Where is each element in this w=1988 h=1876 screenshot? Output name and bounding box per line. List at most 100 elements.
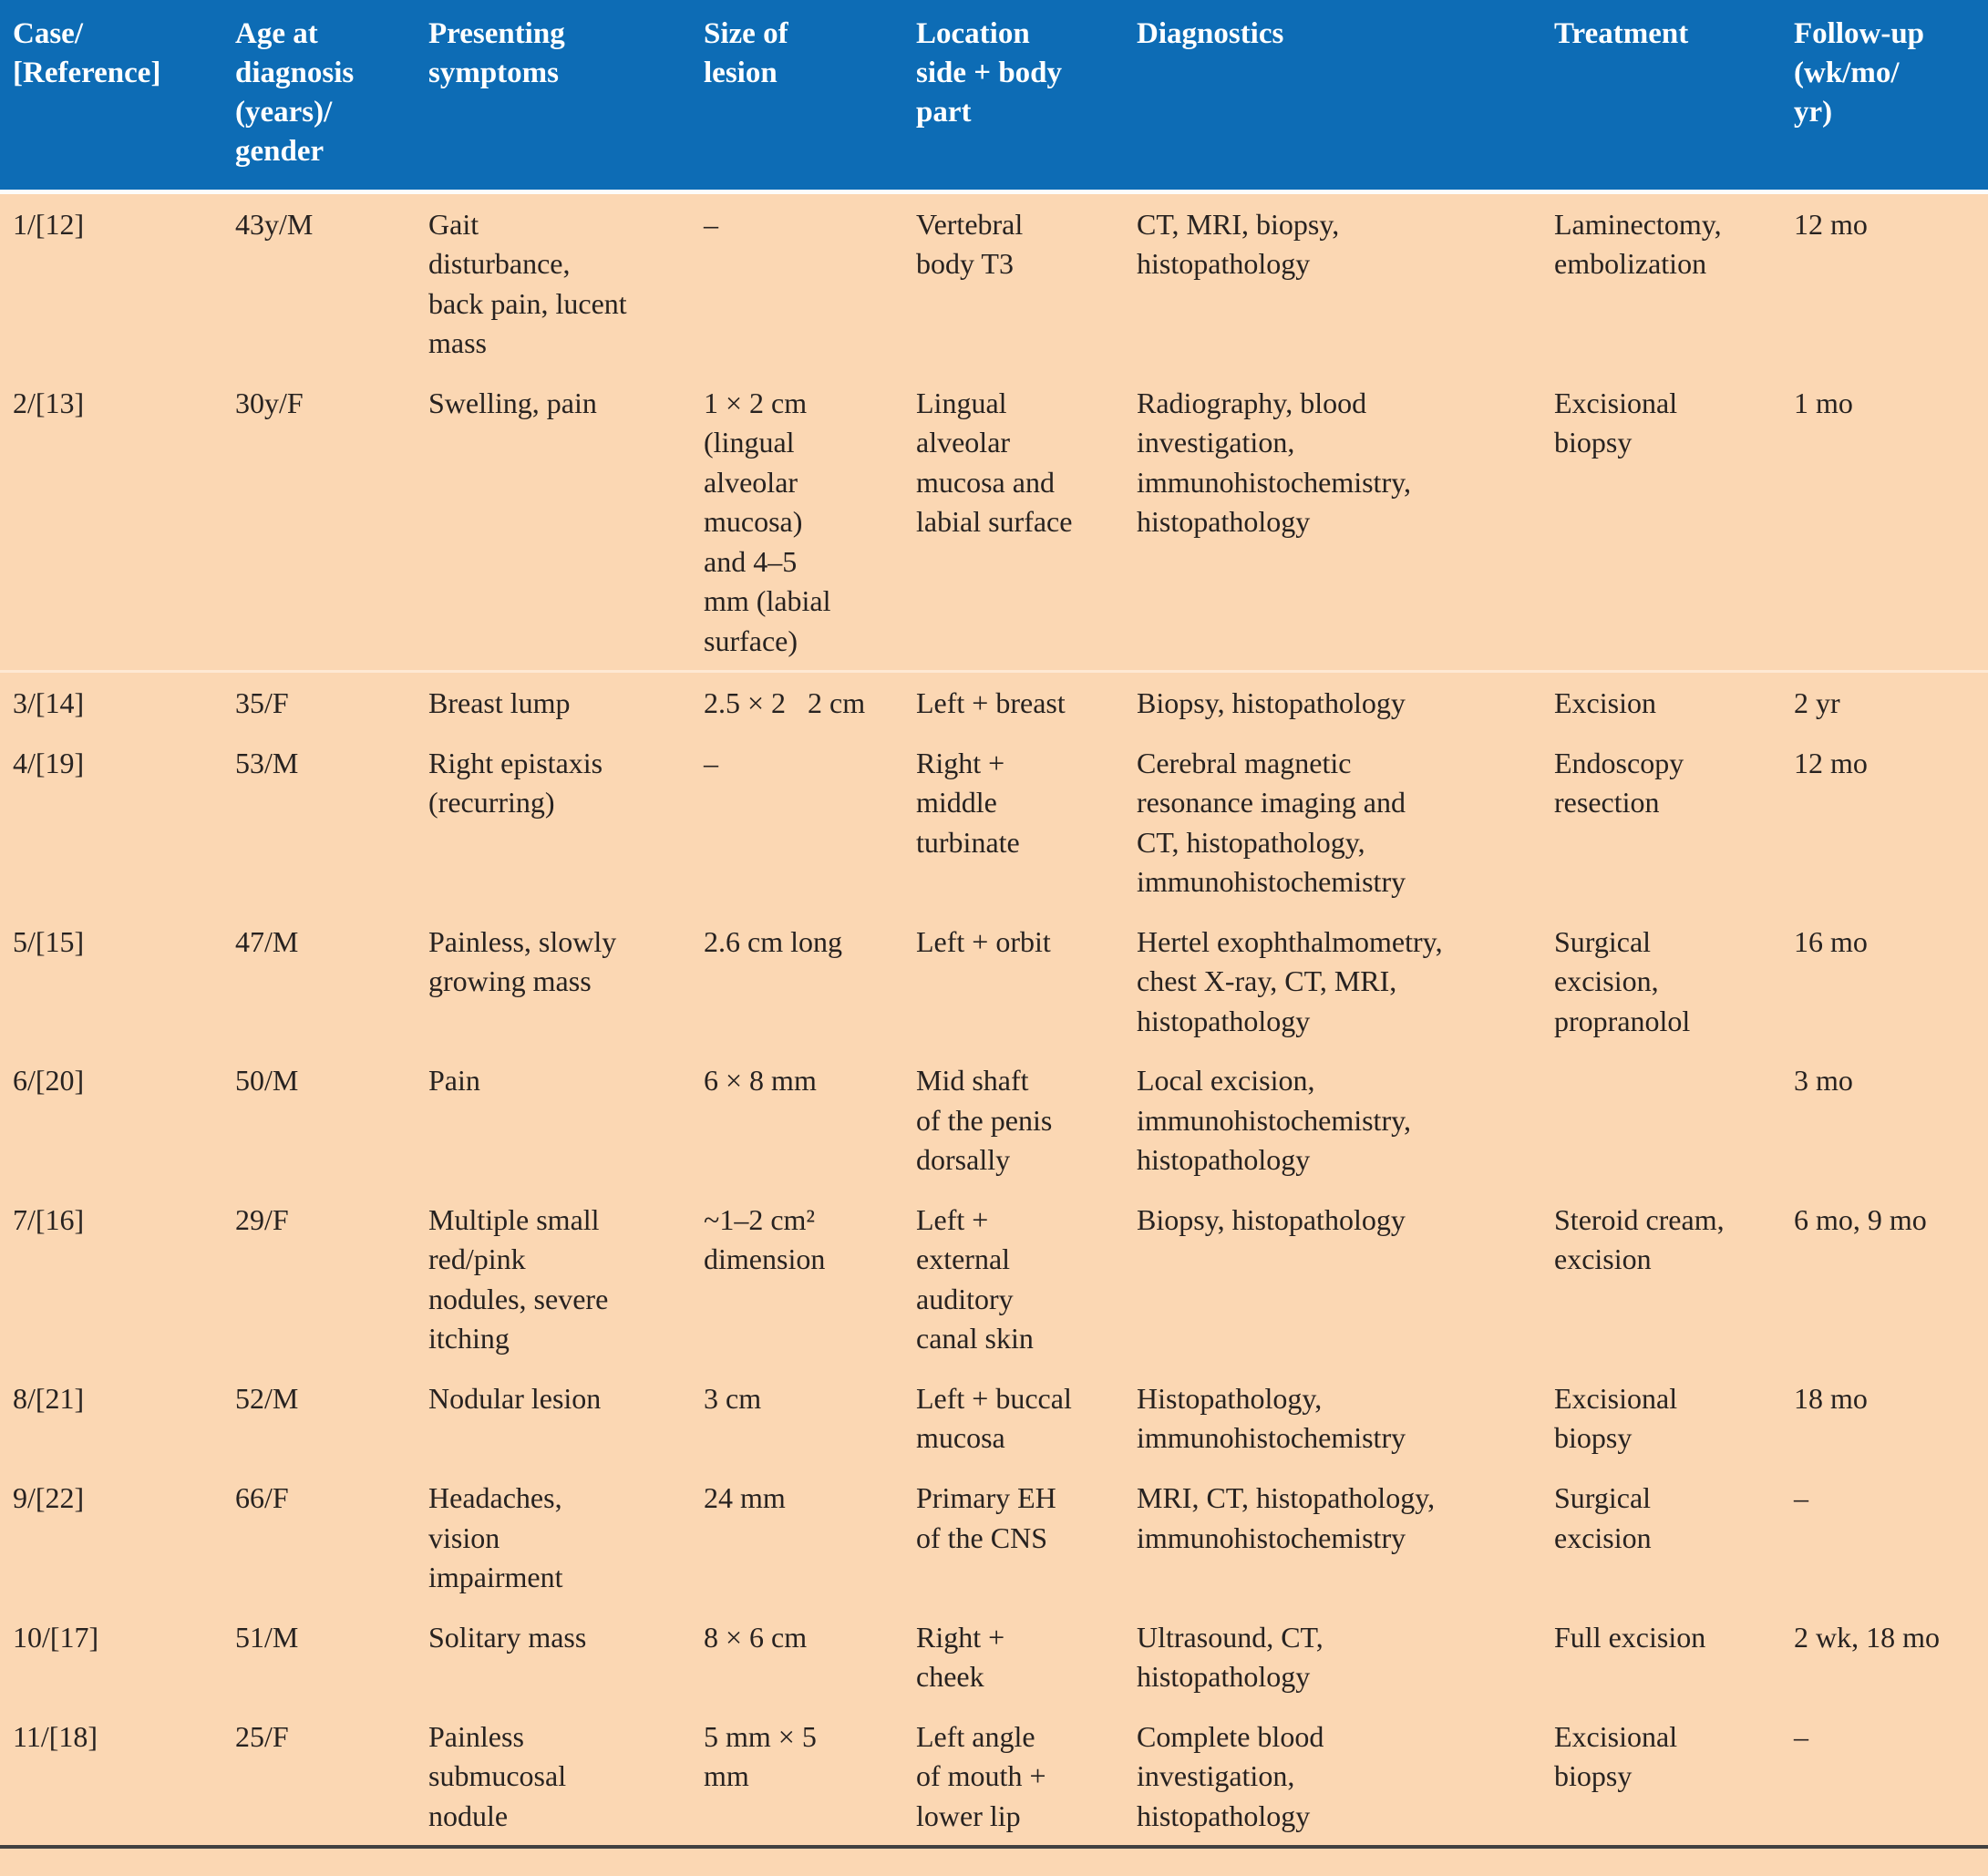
- cell-presenting-symptoms: Headaches, vision impairment: [428, 1481, 563, 1594]
- cell-size-of-lesion: –: [704, 207, 718, 241]
- cell-age-gender: 25/F: [222, 1706, 416, 1850]
- cell-treatment: Excisional biopsy: [1541, 1706, 1781, 1850]
- table-row-case-4: 4/[19] 53/M Right epistaxis (recurring) …: [0, 733, 1988, 912]
- cell-size-of-lesion: 24 mm: [704, 1481, 786, 1514]
- table-row-case-3: 3/[14] 35/F Breast lump 2.5 × 2 2 cm Lef…: [0, 670, 1988, 733]
- col-header-age-gender: Age at diagnosis (years)/ gender: [222, 0, 416, 194]
- cell-age-gender: 50/M: [235, 1064, 299, 1098]
- cell-location: Mid shaft of the penis dorsally: [916, 1064, 1053, 1177]
- cell-location: Right + middle turbinate: [916, 746, 1020, 859]
- table-row-case-7: 7/[16] 29/F Multiple small red/pink nodu…: [0, 1190, 1988, 1368]
- cell-case-reference: 6/[20]: [13, 1064, 85, 1098]
- cell-treatment: Full excision: [1554, 1620, 1706, 1654]
- col-header-treatment: Treatment: [1541, 0, 1781, 194]
- cell-age-gender: 29/F: [235, 1202, 289, 1236]
- cell-followup: 18 mo: [1794, 1381, 1868, 1415]
- cell-diagnostics: Biopsy, histopathology: [1137, 1202, 1406, 1236]
- cell-diagnostics: Local excision, immunohistochemistry, hi…: [1137, 1064, 1412, 1177]
- cell-location: Left + breast: [903, 670, 1124, 733]
- cell-followup: 12 mo: [1794, 207, 1868, 241]
- cell-location: Left + orbit: [916, 924, 1051, 958]
- cell-followup: 6 mo, 9 mo: [1794, 1202, 1927, 1236]
- cell-followup: 12 mo: [1794, 746, 1868, 779]
- cell-age-gender: 43y/M: [235, 207, 314, 241]
- cell-treatment: Laminectomy, embolization: [1554, 207, 1722, 281]
- cell-age-gender: 52/M: [235, 1381, 299, 1415]
- cell-diagnostics: Cerebral magnetic resonance imaging and …: [1137, 746, 1406, 899]
- cell-presenting-symptoms: Swelling, pain: [428, 386, 597, 419]
- cell-size-of-lesion: 6 × 8 mm: [704, 1064, 817, 1098]
- cell-diagnostics: Radiography, blood investigation, immuno…: [1137, 386, 1412, 539]
- cell-location: Right + cheek: [916, 1620, 1005, 1694]
- cell-treatment: Steroid cream, excision: [1554, 1202, 1725, 1276]
- cell-location: Primary EH of the CNS: [916, 1481, 1056, 1554]
- cell-age-gender: 30y/F: [235, 386, 304, 419]
- cell-diagnostics: Histopathology, immunohistochemistry: [1137, 1381, 1406, 1455]
- cell-size-of-lesion: ~1–2 cm² dimension: [704, 1202, 826, 1276]
- cell-case-reference: 8/[21]: [13, 1381, 85, 1415]
- cell-presenting-symptoms: Painless submucosal nodule: [416, 1706, 691, 1850]
- cell-case-reference: 7/[16]: [13, 1202, 85, 1236]
- cell-presenting-symptoms: Breast lump: [416, 670, 691, 733]
- cell-case-reference: 2/[13]: [13, 386, 85, 419]
- table-row-case-1: 1/[12] 43y/M Gait disturbance, back pain…: [0, 191, 1988, 373]
- cell-size-of-lesion: 5 mm × 5 mm: [691, 1706, 903, 1850]
- table-row-case-11: 11/[18] 25/F Painless submucosal nodule …: [0, 1706, 1988, 1850]
- cell-treatment: Endoscopy resection: [1554, 746, 1684, 819]
- cell-age-gender: 35/F: [222, 670, 416, 733]
- col-header-size-of-lesion: Size of lesion: [691, 0, 903, 194]
- col-header-diagnostics: Diagnostics: [1124, 0, 1541, 194]
- cell-followup: –: [1781, 1706, 1988, 1850]
- cell-presenting-symptoms: Solitary mass: [428, 1620, 587, 1654]
- table-row-case-2: 2/[13] 30y/F Swelling, pain 1 × 2 cm (li…: [0, 373, 1988, 672]
- cell-presenting-symptoms: Nodular lesion: [428, 1381, 602, 1415]
- cell-age-gender: 47/M: [235, 924, 299, 958]
- cell-diagnostics: Biopsy, histopathology: [1124, 670, 1541, 733]
- cell-diagnostics: CT, MRI, biopsy, histopathology: [1137, 207, 1340, 281]
- cell-case-reference: 11/[18]: [0, 1706, 222, 1850]
- cell-location: Vertebral body T3: [916, 207, 1024, 281]
- table-row-case-8: 8/[21] 52/M Nodular lesion 3 cm Left + b…: [0, 1368, 1988, 1468]
- table-row-case-10: 10/[17] 51/M Solitary mass 8 × 6 cm Righ…: [0, 1607, 1988, 1706]
- cell-size-of-lesion: 2.5 × 2 2 cm: [691, 670, 903, 733]
- cell-location: Left + buccal mucosa: [916, 1381, 1072, 1455]
- cell-case-reference: 9/[22]: [13, 1481, 85, 1514]
- cell-diagnostics: MRI, CT, histopathology, immunohistochem…: [1137, 1481, 1436, 1554]
- cell-size-of-lesion: –: [704, 746, 718, 779]
- cell-age-gender: 51/M: [235, 1620, 299, 1654]
- cell-treatment: [1541, 1050, 1781, 1190]
- col-header-location: Location side + body part: [903, 0, 1124, 194]
- cell-treatment: Surgical excision: [1554, 1481, 1652, 1554]
- cell-presenting-symptoms: Painless, slowly growing mass: [428, 924, 617, 998]
- cell-case-reference: 5/[15]: [13, 924, 85, 958]
- cell-treatment: Surgical excision, propranolol: [1554, 924, 1691, 1037]
- cell-followup: 16 mo: [1794, 924, 1868, 958]
- cell-followup: –: [1794, 1481, 1808, 1514]
- cell-size-of-lesion: 1 × 2 cm (lingual alveolar mucosa) and 4…: [704, 386, 831, 657]
- col-header-case-reference: Case/ [Reference]: [0, 0, 222, 194]
- cell-size-of-lesion: 3 cm: [704, 1381, 762, 1415]
- cell-location: Left + external auditory canal skin: [916, 1202, 1034, 1355]
- cell-case-reference: 1/[12]: [13, 207, 85, 241]
- cell-age-gender: 66/F: [235, 1481, 289, 1514]
- cell-presenting-symptoms: Multiple small red/pink nodules, severe …: [428, 1202, 609, 1355]
- cell-treatment: Excisional biopsy: [1554, 386, 1678, 459]
- cell-presenting-symptoms: Pain: [428, 1064, 480, 1098]
- cell-followup: 2 yr: [1781, 670, 1988, 733]
- cell-treatment: Excision: [1541, 670, 1781, 733]
- cell-followup: 3 mo: [1794, 1064, 1853, 1098]
- table-row-case-6: 6/[20] 50/M Pain 6 × 8 mm Mid shaft of t…: [0, 1050, 1988, 1190]
- cell-presenting-symptoms: Right epistaxis (recurring): [428, 746, 603, 819]
- cell-followup: 1 mo: [1794, 386, 1853, 419]
- table-row-case-5: 5/[15] 47/M Painless, slowly growing mas…: [0, 912, 1988, 1051]
- cell-case-reference: 4/[19]: [13, 746, 85, 779]
- cell-diagnostics: Hertel exophthalmometry, chest X-ray, CT…: [1137, 924, 1443, 1037]
- cell-treatment: Excisional biopsy: [1554, 1381, 1678, 1455]
- cell-diagnostics: Ultrasound, CT, histopathology: [1137, 1620, 1324, 1694]
- cell-followup: 2 wk, 18 mo: [1794, 1620, 1940, 1654]
- cell-location: Lingual alveolar mucosa and labial surfa…: [916, 386, 1073, 539]
- cell-location: Left angle of mouth + lower lip: [903, 1706, 1124, 1850]
- col-header-followup: Follow-up (wk/mo/ yr): [1781, 0, 1988, 194]
